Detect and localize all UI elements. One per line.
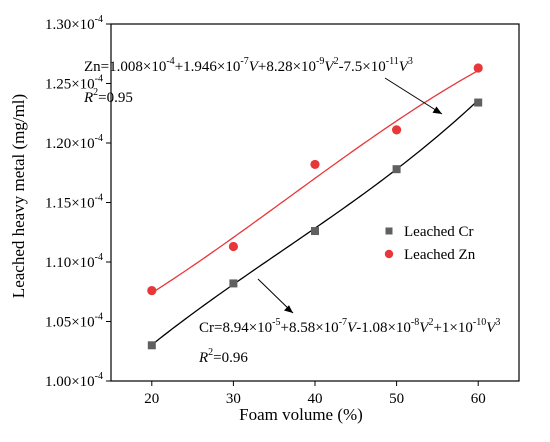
fit-curve-zn — [151, 70, 479, 294]
data-point-cr — [147, 341, 156, 350]
y-tick-label: 1.25×10-4 — [45, 74, 103, 93]
zn-annotation-arrow — [384, 77, 443, 115]
zn-fit-equation: Zn=1.008×10-4+1.946×10-7V+8.28×10-9V2-7.… — [84, 56, 413, 75]
y-tick-label: 1.20×10-4 — [45, 133, 103, 152]
data-markers — [147, 63, 483, 350]
legend: Leached Cr Leached Zn — [384, 224, 476, 263]
fit-lines — [151, 70, 479, 346]
x-tick-label: 40 — [308, 391, 323, 407]
x-tick-label: 60 — [471, 391, 486, 407]
x-axis-ticks: 20 30 40 50 60 — [144, 381, 486, 407]
y-tick-label: 1.00×10-4 — [45, 371, 103, 390]
y-axis-ticks: 1.00×10-4 1.05×10-4 1.10×10-4 1.15×10-4 1.20… — [45, 14, 111, 390]
y-tick-label: 1.10×10-4 — [45, 252, 103, 271]
data-point-zn — [473, 63, 483, 73]
data-point-zn — [310, 159, 320, 170]
y-tick-label: 1.05×10-4 — [45, 312, 103, 331]
legend-marker-zn — [384, 249, 394, 259]
data-point-zn — [147, 285, 157, 296]
data-point-zn — [392, 125, 402, 135]
legend-marker-cr — [385, 227, 393, 235]
y-axis-title: Leached heavy metal (mg/ml) — [9, 94, 28, 298]
cr-fit-equation: Cr=8.94×10-5+8.58×10-7V-1.08×10-8V2+1×10… — [199, 317, 500, 336]
equation-annotations: Zn=1.008×10-4+1.946×10-7V+8.28×10-9V2-7.… — [83, 56, 500, 366]
data-point-cr — [474, 98, 483, 107]
y-tick-label: 1.15×10-4 — [45, 193, 103, 212]
zn-arrowhead — [432, 106, 442, 114]
x-tick-label: 20 — [144, 391, 159, 407]
legend-label-cr: Leached Cr — [404, 224, 474, 240]
cr-r-squared: R2=0.96 — [198, 347, 248, 366]
x-axis-title: Foam volume (%) — [239, 405, 363, 424]
zn-r-squared: R2=0.95 — [83, 87, 133, 106]
fit-curve-cr — [151, 99, 479, 346]
data-point-cr — [392, 165, 401, 174]
legend-label-zn: Leached Zn — [404, 247, 476, 263]
x-tick-label: 50 — [389, 391, 404, 407]
cr-arrowhead — [284, 305, 293, 313]
x-tick-label: 30 — [226, 391, 241, 407]
data-point-cr — [311, 227, 319, 236]
y-tick-label: 1.30×10-4 — [45, 14, 103, 33]
data-point-zn — [228, 241, 238, 252]
data-point-cr — [229, 279, 238, 288]
